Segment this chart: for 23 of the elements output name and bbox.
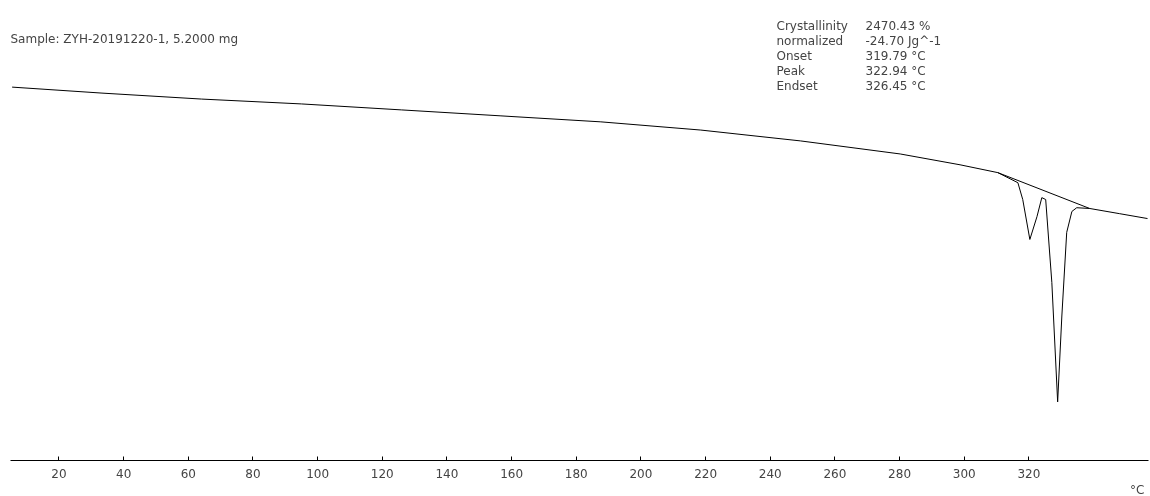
text: Crystallinity 2470.43 %	[776, 18, 931, 33]
text: normalized -24.70 Jg^-1	[776, 33, 942, 48]
x-tick-label: 120	[370, 466, 394, 481]
x-tick-label: 140	[435, 466, 459, 481]
x-tick-label: 160	[500, 466, 524, 481]
x-tick-label: 260	[823, 466, 847, 481]
x-tick-label: 100	[306, 466, 330, 481]
x-axis-title: °C	[1130, 482, 1145, 496]
x-tick-label: 180	[564, 466, 588, 481]
text: Endset 326.45 °C	[776, 78, 926, 93]
x-tick-label: 60	[180, 466, 196, 481]
text: Peak 322.94 °C	[776, 63, 926, 78]
text: Sample: ZYH-20191220-1, 5.2000 mg	[10, 31, 239, 46]
text: Onset 319.79 °C	[776, 48, 926, 63]
x-tick-label: 220	[694, 466, 718, 481]
x-tick-label: 300	[952, 466, 976, 481]
x-tick-label: 240	[758, 466, 782, 481]
x-tick-label: 320	[1017, 466, 1041, 481]
x-tick-label: 80	[245, 466, 261, 481]
x-tick-label: 200	[629, 466, 653, 481]
x-tick-label: 20	[51, 466, 67, 481]
x-tick-label: 40	[116, 466, 132, 481]
x-tick-label: 280	[888, 466, 912, 481]
